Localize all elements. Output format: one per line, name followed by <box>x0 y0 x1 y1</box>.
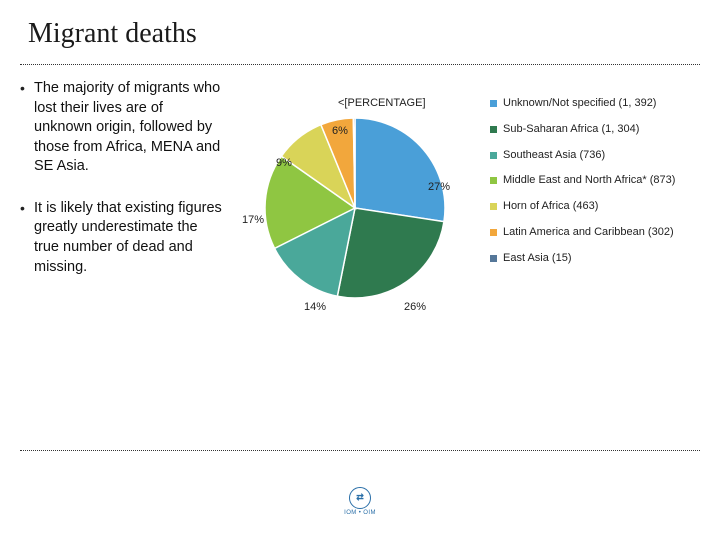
divider-bottom <box>20 450 700 451</box>
legend-item: Middle East and North Africa* (873) <box>490 174 690 188</box>
legend-label: Unknown/Not specified (1, 392) <box>503 97 656 111</box>
pie-slice-label: <[PERCENTAGE] <box>338 97 426 109</box>
legend-item: Sub-Saharan Africa (1, 304) <box>490 123 690 137</box>
legend-label: East Asia (15) <box>503 252 571 266</box>
pie-slice <box>337 208 444 298</box>
legend-marker-icon <box>490 126 497 133</box>
iom-logo-text: IOM • OIM <box>344 510 376 516</box>
iom-logo-glyph: ⇄ <box>356 492 364 503</box>
content-row: • The majority of migrants who lost thei… <box>0 65 720 425</box>
pie-slice-label: 17% <box>242 214 264 226</box>
legend-label: Middle East and North Africa* (873) <box>503 174 675 188</box>
bullet-dot-icon: • <box>20 199 34 277</box>
legend-item: Horn of Africa (463) <box>490 200 690 214</box>
bullet-dot-icon: • <box>20 79 34 177</box>
legend-item: Unknown/Not specified (1, 392) <box>490 97 690 111</box>
bullet-text: It is likely that existing figures great… <box>34 199 224 277</box>
pie-slice-label: 26% <box>404 301 426 313</box>
legend-label: Sub-Saharan Africa (1, 304) <box>503 123 639 137</box>
pie-slice-label: 6% <box>332 125 348 137</box>
legend-marker-icon <box>490 100 497 107</box>
pie-svg <box>240 83 470 313</box>
footer-logo-area: ⇄ IOM • OIM <box>0 484 720 518</box>
pie-slice-label: 9% <box>276 157 292 169</box>
pie-slice-label: 27% <box>428 181 450 193</box>
legend-item: Southeast Asia (736) <box>490 149 690 163</box>
pie-slice <box>355 118 445 222</box>
bullet-item: • It is likely that existing figures gre… <box>20 199 224 277</box>
page-title: Migrant deaths <box>28 18 720 50</box>
legend-column: Unknown/Not specified (1, 392) Sub-Sahara… <box>480 79 690 425</box>
iom-logo-icon: ⇄ <box>349 487 371 509</box>
legend-marker-icon <box>490 152 497 159</box>
bullet-text: The majority of migrants who lost their … <box>34 79 224 177</box>
legend-marker-icon <box>490 255 497 262</box>
legend-marker-icon <box>490 229 497 236</box>
pie-chart: 27% 26% 14% 17% 9% 6% <[PERCENTAGE] <box>240 83 470 313</box>
legend-marker-icon <box>490 177 497 184</box>
legend-item: East Asia (15) <box>490 252 690 266</box>
legend-item: Latin America and Caribbean (302) <box>490 226 690 240</box>
iom-logo: ⇄ IOM • OIM <box>343 484 377 518</box>
legend-label: Horn of Africa (463) <box>503 200 598 214</box>
legend-label: Southeast Asia (736) <box>503 149 605 163</box>
legend-label: Latin America and Caribbean (302) <box>503 226 674 240</box>
bullet-item: • The majority of migrants who lost thei… <box>20 79 224 177</box>
legend-marker-icon <box>490 203 497 210</box>
pie-slice-label: 14% <box>304 301 326 313</box>
chart-column: 27% 26% 14% 17% 9% 6% <[PERCENTAGE] <box>230 79 480 425</box>
bullets-column: • The majority of migrants who lost thei… <box>20 79 230 425</box>
title-area: Migrant deaths <box>0 0 720 58</box>
